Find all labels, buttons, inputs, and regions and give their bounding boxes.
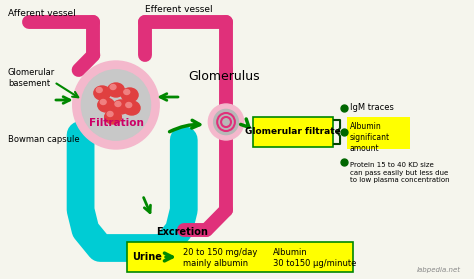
Ellipse shape xyxy=(96,88,102,93)
Text: Glomerular
basement: Glomerular basement xyxy=(8,68,55,88)
Text: Efferent vessel: Efferent vessel xyxy=(146,6,213,15)
Circle shape xyxy=(82,70,151,140)
Ellipse shape xyxy=(100,100,106,105)
Text: Filtration: Filtration xyxy=(89,118,144,128)
Ellipse shape xyxy=(105,110,121,124)
Ellipse shape xyxy=(115,102,121,107)
Circle shape xyxy=(209,104,244,140)
Text: Albumin
significant
amount: Albumin significant amount xyxy=(350,122,390,153)
Circle shape xyxy=(214,109,238,134)
Text: Afferent vessel: Afferent vessel xyxy=(8,8,76,18)
Ellipse shape xyxy=(123,101,140,115)
Ellipse shape xyxy=(98,98,115,112)
Ellipse shape xyxy=(110,85,116,90)
Text: Urine: Urine xyxy=(132,252,162,262)
Ellipse shape xyxy=(126,102,132,107)
FancyBboxPatch shape xyxy=(347,117,410,149)
FancyBboxPatch shape xyxy=(127,242,353,272)
Ellipse shape xyxy=(108,83,124,97)
Ellipse shape xyxy=(124,90,130,95)
Text: Glomerulus: Glomerulus xyxy=(189,71,260,83)
Ellipse shape xyxy=(112,100,129,114)
Text: Glomerular filtrate: Glomerular filtrate xyxy=(245,128,341,136)
FancyBboxPatch shape xyxy=(253,117,333,147)
Circle shape xyxy=(73,61,159,149)
Text: IgM traces: IgM traces xyxy=(350,104,394,112)
Text: Protein 15 to 40 KD size
can pass easily but less due
to low plasma concentratio: Protein 15 to 40 KD size can pass easily… xyxy=(350,162,449,183)
Ellipse shape xyxy=(121,88,138,102)
Text: Bowman capsule: Bowman capsule xyxy=(8,136,80,145)
Text: Excretion: Excretion xyxy=(156,227,208,237)
Text: labpedia.net: labpedia.net xyxy=(417,267,461,273)
Text: Albumin
30 to150 μg/minute: Albumin 30 to150 μg/minute xyxy=(273,248,356,268)
Ellipse shape xyxy=(94,86,110,100)
Text: 20 to 150 mg/day
mainly albumin: 20 to 150 mg/day mainly albumin xyxy=(183,248,257,268)
Ellipse shape xyxy=(107,112,113,117)
